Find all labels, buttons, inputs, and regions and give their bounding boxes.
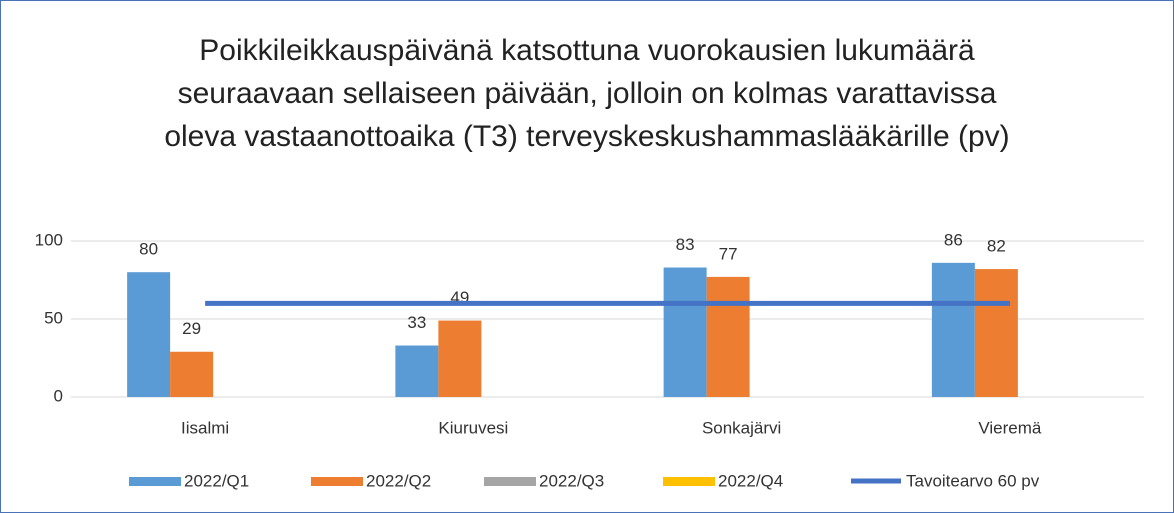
legend-label: Tavoitearvo 60 pv bbox=[906, 471, 1040, 490]
bar bbox=[127, 272, 171, 397]
legend-label: 2022/Q3 bbox=[539, 471, 604, 490]
data-label: 82 bbox=[987, 237, 1006, 256]
bar bbox=[663, 267, 707, 397]
data-label: 80 bbox=[139, 240, 158, 259]
y-tick-label: 100 bbox=[35, 230, 63, 249]
data-label: 33 bbox=[407, 313, 426, 332]
data-label: 86 bbox=[944, 230, 963, 249]
y-tick-label: 0 bbox=[54, 386, 63, 405]
bar bbox=[931, 262, 975, 397]
bar bbox=[395, 345, 439, 397]
legend-label: 2022/Q4 bbox=[718, 471, 783, 490]
bar bbox=[170, 351, 214, 397]
legend-label: 2022/Q1 bbox=[184, 471, 249, 490]
data-label: 83 bbox=[676, 235, 695, 254]
bar bbox=[974, 269, 1018, 397]
x-tick-label: Kiuruvesi bbox=[438, 418, 508, 437]
legend-swatch bbox=[663, 477, 715, 486]
y-tick-label: 50 bbox=[44, 308, 63, 327]
bar bbox=[438, 320, 482, 397]
x-tick-label: Iisalmi bbox=[181, 418, 229, 437]
x-tick-label: Vieremä bbox=[978, 418, 1042, 437]
data-label: 77 bbox=[719, 244, 738, 263]
chart-title: Poikkileikkauspäivänä katsottuna vuoroka… bbox=[164, 34, 1010, 153]
legend-swatch bbox=[484, 477, 536, 486]
data-label: 29 bbox=[182, 319, 201, 338]
legend-swatch bbox=[129, 477, 181, 486]
x-tick-label: Sonkajärvi bbox=[702, 418, 781, 437]
legend-swatch bbox=[311, 477, 363, 486]
bar bbox=[706, 276, 750, 397]
legend-label: 2022/Q2 bbox=[366, 471, 431, 490]
